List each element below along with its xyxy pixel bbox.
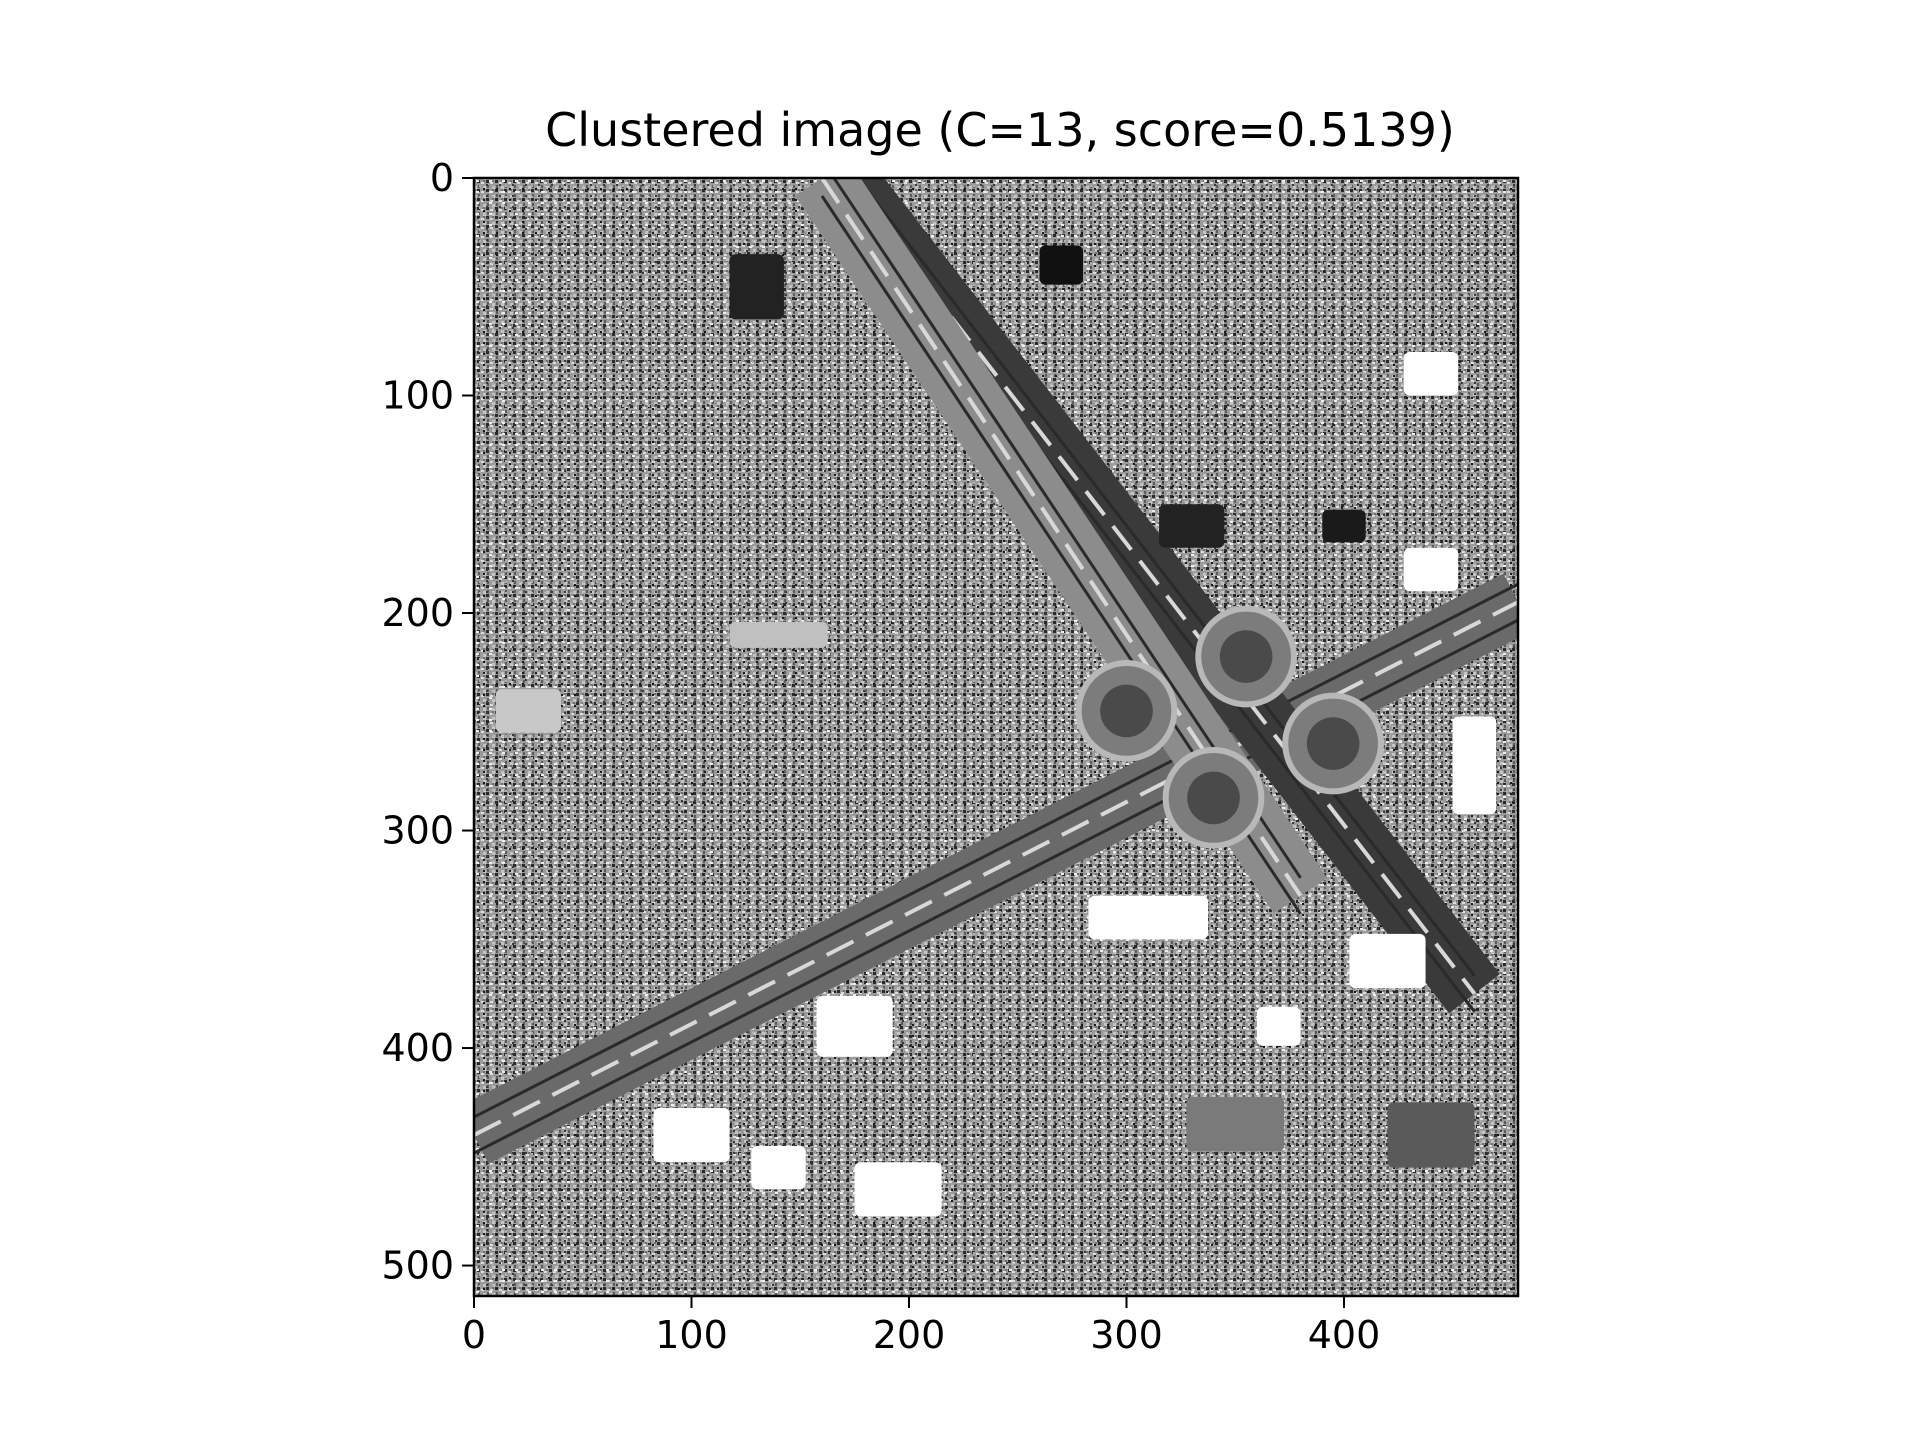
diagonal-highway-lane-a [474, 600, 1518, 1137]
rail-corridor-edge-a [855, 178, 1476, 977]
mid-block-4 [1186, 1096, 1285, 1152]
clover-loop-sw-core [1187, 771, 1240, 825]
x-tick-label-200: 200 [873, 1313, 946, 1357]
y-axis: 0 100 200 300 400 500 [381, 156, 474, 1288]
diagonal-highway-edge-a [474, 582, 1518, 1119]
clover-loop-nw-core [1100, 684, 1153, 738]
dark-block-2 [729, 254, 784, 320]
x-tick-label-400: 400 [1308, 1313, 1381, 1357]
y-tick-label-200: 200 [381, 591, 454, 635]
bright-lot-3 [653, 1107, 730, 1163]
x-tick-label-100: 100 [655, 1313, 728, 1357]
bright-lot-8 [1452, 716, 1497, 815]
mid-block-1 [495, 689, 561, 733]
bright-lot-1 [1088, 895, 1209, 940]
bright-lot-10 [1257, 1006, 1301, 1046]
bright-lot-7 [1403, 547, 1459, 592]
bright-lot-4 [751, 1145, 806, 1190]
y-tick-label-500: 500 [381, 1244, 454, 1288]
mid-block-2 [729, 621, 828, 648]
bright-lot-9 [1349, 933, 1426, 989]
mid-block-3 [1387, 1102, 1475, 1168]
clustered-image [474, 178, 1518, 1296]
dark-block-4 [1322, 509, 1366, 543]
bright-lot-2 [816, 995, 893, 1057]
plot-frame [472, 176, 1520, 1298]
y-tick-label-300: 300 [381, 809, 454, 853]
clover-loop-se-core [1306, 717, 1360, 770]
clover-loop-ne-core [1219, 630, 1273, 683]
y-tick-label-0: 0 [430, 156, 454, 200]
bright-lot-5 [854, 1162, 942, 1217]
x-tick-label-0: 0 [462, 1313, 486, 1357]
chart-title: Clustered image (C=13, score=0.5139) [545, 103, 1455, 157]
rail-corridor-lane-a [842, 178, 1477, 995]
x-axis: 0 100 200 300 400 [462, 1296, 1380, 1357]
x-tick-label-300: 300 [1090, 1313, 1163, 1357]
dark-block-3 [1159, 504, 1225, 548]
bright-lot-6 [1403, 352, 1459, 396]
dark-block-1 [1039, 245, 1083, 285]
y-tick-label-100: 100 [381, 374, 454, 418]
y-tick-label-400: 400 [381, 1026, 454, 1070]
